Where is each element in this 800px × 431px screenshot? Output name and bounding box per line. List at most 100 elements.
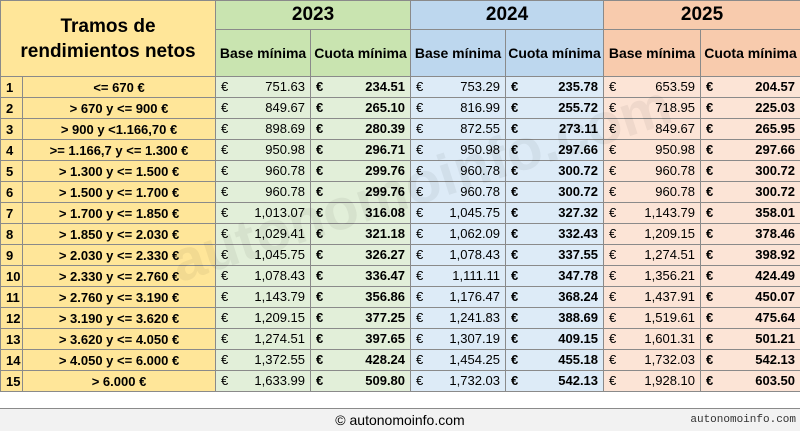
currency-symbol: € [316, 352, 323, 367]
amount: 1,633.99 [254, 373, 305, 388]
tramo-range: > 3.620 y <= 4.050 € [23, 329, 216, 350]
year-header-2024: 2024 [411, 1, 604, 30]
amount: 1,356.21 [644, 268, 695, 283]
currency-symbol: € [511, 79, 518, 94]
currency-symbol: € [511, 289, 518, 304]
base-minima-cell: €1,274.51 [604, 245, 701, 266]
amount: 1,732.03 [449, 373, 500, 388]
base-minima-cell: €1,176.47 [411, 287, 506, 308]
amount: 816.99 [460, 100, 500, 115]
cuota-minima-cell: €235.78 [506, 77, 604, 98]
amount: 1,045.75 [449, 205, 500, 220]
currency-symbol: € [416, 352, 423, 367]
base-minima-header: Base mínima [216, 30, 311, 77]
cuota-minima-cell: €280.39 [311, 119, 411, 140]
currency-symbol: € [609, 373, 616, 388]
base-minima-cell: €960.78 [411, 161, 506, 182]
row-number: 13 [1, 329, 23, 350]
currency-symbol: € [416, 331, 423, 346]
base-minima-cell: €653.59 [604, 77, 701, 98]
amount: 960.78 [460, 184, 500, 199]
base-minima-cell: €1,062.09 [411, 224, 506, 245]
cuota-minima-cell: €234.51 [311, 77, 411, 98]
amount: 1,928.10 [644, 373, 695, 388]
amount: 273.11 [559, 121, 598, 136]
table-row: 10> 2.330 y <= 2.760 €€1,078.43€336.47€1… [1, 266, 800, 287]
currency-symbol: € [511, 226, 518, 241]
currency-symbol: € [706, 310, 713, 325]
amount: 297.66 [558, 142, 598, 157]
currency-symbol: € [511, 373, 518, 388]
amount: 1,013.07 [254, 205, 305, 220]
currency-symbol: € [416, 121, 423, 136]
amount: 378.46 [755, 226, 795, 241]
base-minima-cell: €1,045.75 [216, 245, 311, 266]
currency-symbol: € [706, 331, 713, 346]
amount: 960.78 [655, 184, 695, 199]
amount: 299.76 [365, 184, 405, 199]
cuota-minima-cell: €326.27 [311, 245, 411, 266]
currency-symbol: € [221, 142, 228, 157]
currency-symbol: € [706, 268, 713, 283]
tramo-range: <= 670 € [23, 77, 216, 98]
year-header-2025: 2025 [604, 1, 800, 30]
tramo-range: > 4.050 y <= 6.000 € [23, 350, 216, 371]
table-row: 3> 900 y <1.166,70 €€898.69€280.39€872.5… [1, 119, 800, 140]
currency-symbol: € [416, 247, 423, 262]
base-minima-cell: €872.55 [411, 119, 506, 140]
amount: 428.24 [365, 352, 405, 367]
currency-symbol: € [221, 352, 228, 367]
cuota-minima-cell: €297.66 [506, 140, 604, 161]
amount: 234.51 [365, 79, 405, 94]
amount: 255.72 [558, 100, 598, 115]
amount: 542.13 [755, 352, 795, 367]
cuota-minima-header: Cuota mínima [311, 30, 411, 77]
table-row: 2> 670 y <= 900 €€849.67€265.10€816.99€2… [1, 98, 800, 119]
currency-symbol: € [706, 163, 713, 178]
currency-symbol: € [316, 268, 323, 283]
currency-symbol: € [316, 121, 323, 136]
amount: 950.98 [655, 142, 695, 157]
base-minima-cell: €1,601.31 [604, 329, 701, 350]
cuota-minima-header: Cuota mínima [701, 30, 800, 77]
amount: 509.80 [365, 373, 405, 388]
currency-symbol: € [221, 79, 228, 94]
currency-symbol: € [511, 100, 518, 115]
cuota-minima-cell: €300.72 [701, 161, 800, 182]
base-minima-cell: €1,013.07 [216, 203, 311, 224]
currency-symbol: € [609, 184, 616, 199]
amount: 388.69 [558, 310, 598, 325]
amount: 1,209.15 [644, 226, 695, 241]
currency-symbol: € [609, 142, 616, 157]
amount: 1,732.03 [644, 352, 695, 367]
cuota-minima-cell: €398.92 [701, 245, 800, 266]
amount: 204.57 [755, 79, 795, 94]
cuota-minima-cell: €327.32 [506, 203, 604, 224]
currency-symbol: € [511, 142, 518, 157]
footer-copyright: © autonomoinfo.com [0, 412, 800, 428]
amount: 1,241.83 [449, 310, 500, 325]
currency-symbol: € [511, 247, 518, 262]
amount: 960.78 [265, 184, 305, 199]
amount: 960.78 [655, 163, 695, 178]
amount: 849.67 [655, 121, 695, 136]
base-minima-cell: €950.98 [411, 140, 506, 161]
currency-symbol: € [609, 352, 616, 367]
currency-symbol: € [416, 310, 423, 325]
base-minima-cell: €960.78 [216, 161, 311, 182]
amount: 377.25 [365, 310, 405, 325]
currency-symbol: € [511, 121, 518, 136]
currency-symbol: € [609, 226, 616, 241]
currency-symbol: € [609, 100, 616, 115]
amount: 751.63 [265, 79, 305, 94]
cuota-minima-cell: €358.01 [701, 203, 800, 224]
cuota-minima-cell: €409.15 [506, 329, 604, 350]
amount: 1,045.75 [254, 247, 305, 262]
table-body: 1<= 670 €€751.63€234.51€753.29€235.78€65… [1, 77, 800, 392]
tramo-range: > 2.760 y <= 3.190 € [23, 287, 216, 308]
currency-symbol: € [706, 184, 713, 199]
currency-symbol: € [706, 79, 713, 94]
amount: 347.78 [558, 268, 598, 283]
cuota-minima-cell: €300.72 [506, 182, 604, 203]
amount: 397.65 [365, 331, 405, 346]
